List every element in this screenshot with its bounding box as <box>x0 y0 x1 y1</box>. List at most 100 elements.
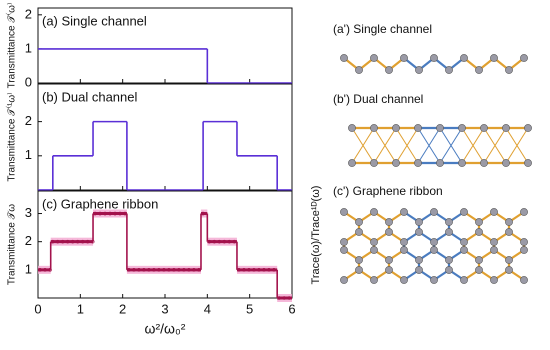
atom <box>355 256 363 264</box>
atom <box>355 228 363 236</box>
atom <box>475 218 483 226</box>
atom <box>520 246 528 254</box>
y-tick-label: 1 <box>25 261 32 276</box>
atom <box>524 124 532 132</box>
sample-dot <box>162 268 166 272</box>
x-tick-label: 2 <box>119 301 126 316</box>
atom <box>480 159 488 167</box>
atom <box>475 228 483 236</box>
atom <box>460 276 468 284</box>
atom <box>505 228 513 236</box>
atom <box>430 238 438 246</box>
atom <box>520 208 528 216</box>
atom <box>340 208 348 216</box>
sample-dot <box>277 296 281 300</box>
atom <box>445 266 453 274</box>
sample-dot <box>75 239 80 244</box>
x-tick-label: 6 <box>288 301 295 316</box>
atom <box>370 208 378 216</box>
x-tick-label: 1 <box>77 301 84 316</box>
sample-dot <box>152 268 156 272</box>
atom <box>458 124 466 132</box>
sample-dot <box>93 211 97 216</box>
sample-dot <box>137 268 141 272</box>
atom <box>340 238 348 246</box>
atom <box>392 124 400 132</box>
atom <box>430 208 438 216</box>
atom <box>505 266 513 274</box>
y-axis-label: Transmittance 𝒯⁽¹ω⁾ <box>6 92 18 181</box>
atom <box>370 276 378 284</box>
atom <box>385 218 393 226</box>
atom <box>436 124 444 132</box>
atom <box>505 256 513 264</box>
atom <box>430 276 438 284</box>
bond <box>483 127 507 164</box>
atom <box>415 218 423 226</box>
sample-dot <box>237 268 241 272</box>
bond <box>351 127 375 164</box>
bond <box>417 127 441 164</box>
atom <box>414 159 422 167</box>
atom <box>460 238 468 246</box>
atom <box>400 238 408 246</box>
sample-dot <box>103 211 107 216</box>
sample-dot <box>257 268 261 272</box>
bond <box>395 127 419 164</box>
atom <box>400 276 408 284</box>
bond <box>373 127 397 164</box>
atom <box>415 66 423 74</box>
atom <box>520 54 528 62</box>
sample-dot <box>217 239 222 244</box>
y-tick-label: 2 <box>25 233 32 248</box>
sample-dot <box>242 268 246 272</box>
y-axis-label: Transmittance 𝒯⁽ω⁾ <box>6 3 18 89</box>
sample-dot <box>172 268 176 272</box>
atom <box>415 256 423 264</box>
atom <box>490 246 498 254</box>
structure-label: (a') Single channel <box>333 22 432 36</box>
sample-dot <box>38 268 42 272</box>
sample-dot <box>212 239 217 244</box>
sample-dot <box>167 268 171 272</box>
atom <box>475 66 483 74</box>
sample-dot <box>207 239 212 244</box>
atom <box>505 218 513 226</box>
atom <box>458 159 466 167</box>
atom <box>460 208 468 216</box>
atom <box>445 218 453 226</box>
atom <box>355 66 363 74</box>
sample-dot <box>227 239 232 244</box>
sample-dot <box>60 239 65 244</box>
atom <box>524 159 532 167</box>
panel-label: (c) Graphene ribbon <box>42 196 158 211</box>
right-axis-label: Trace(ω)/Trace¹ᴰ(ω) <box>310 186 322 285</box>
atom <box>436 159 444 167</box>
atom <box>430 246 438 254</box>
sample-dot <box>80 239 85 244</box>
sample-dot <box>272 268 276 272</box>
atom <box>502 124 510 132</box>
atom <box>415 228 423 236</box>
x-axis-label: ω²/ω₀² <box>145 321 186 337</box>
sample-dot <box>262 268 266 272</box>
sample-dot <box>282 296 286 300</box>
atom <box>385 266 393 274</box>
sample-dot <box>232 239 237 244</box>
atom <box>348 159 356 167</box>
sample-dot <box>127 268 131 272</box>
atom <box>490 54 498 62</box>
atom <box>414 124 422 132</box>
bond <box>439 127 463 164</box>
atom <box>370 238 378 246</box>
x-tick-label: 4 <box>204 301 211 316</box>
sample-dot <box>132 268 136 272</box>
atom <box>340 54 348 62</box>
x-tick-label: 0 <box>34 301 41 316</box>
atom <box>430 54 438 62</box>
sample-dot <box>50 239 55 244</box>
atom <box>475 266 483 274</box>
y-tick-label: 3 <box>25 205 32 220</box>
atom <box>460 54 468 62</box>
